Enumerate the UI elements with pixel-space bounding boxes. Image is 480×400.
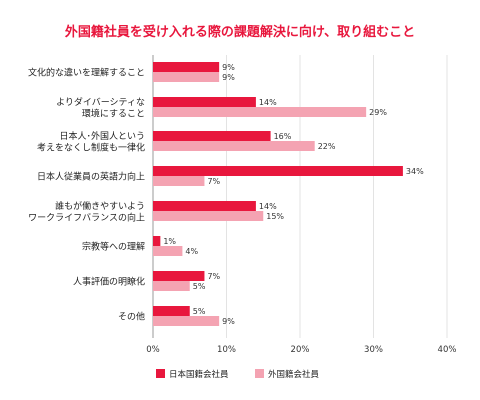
category-label: 文化的な違いを理解すること — [28, 67, 145, 79]
bar-value-label: 5% — [193, 282, 206, 291]
category-label: 環境にすること — [82, 107, 145, 119]
bar-value-label: 7% — [207, 177, 220, 186]
x-tick-label: 0% — [146, 345, 160, 355]
bar — [153, 141, 315, 151]
bar — [153, 166, 403, 176]
x-tick-labels: 0% 10% 20% 30% 40% — [146, 345, 456, 355]
bar-value-label: 7% — [207, 272, 220, 281]
bar — [153, 131, 271, 141]
legend-swatch — [255, 369, 264, 378]
category-label: 日本人･外国人という — [59, 130, 145, 142]
x-tick-label: 20% — [291, 345, 310, 355]
bar-value-label: 9% — [222, 63, 235, 72]
bar-value-label: 4% — [185, 247, 198, 256]
category-label: よりダイバーシティな — [56, 96, 145, 108]
bar — [153, 281, 190, 291]
category-label: 考えをなくし制度も一律化 — [37, 141, 145, 153]
bar — [153, 201, 256, 211]
bar-value-label: 34% — [406, 167, 424, 176]
bar — [153, 236, 161, 246]
bar — [153, 271, 205, 281]
bar — [153, 176, 205, 186]
category-label: その他 — [118, 311, 145, 323]
bar-value-label: 5% — [193, 307, 206, 316]
legend-label: 外国籍会社員 — [268, 369, 320, 380]
bar — [153, 107, 367, 117]
bars: 9%9%14%29%16%22%34%7%14%15%1%4%7%5%5%9% — [153, 62, 424, 326]
category-labels: 文化的な違いを理解することよりダイバーシティな環境にすること日本人･外国人という… — [28, 67, 145, 323]
x-tick-label: 40% — [438, 345, 457, 355]
category-label: 日本人従業員の英語力向上 — [37, 171, 145, 183]
bar — [153, 62, 220, 72]
bar-value-label: 9% — [222, 317, 235, 326]
bar-value-label: 1% — [163, 237, 176, 246]
bar-value-label: 14% — [259, 98, 277, 107]
category-label: 誰もが働きやすいよう — [55, 200, 145, 212]
bar-value-label: 14% — [259, 202, 277, 211]
bar-value-label: 29% — [369, 108, 387, 117]
bar — [153, 246, 183, 256]
legend: 日本国籍会社員 外国籍会社員 — [156, 369, 320, 380]
bar — [153, 211, 264, 221]
legend-label: 日本国籍会社員 — [169, 369, 229, 380]
x-tick-label: 30% — [364, 345, 383, 355]
category-label: 人事評価の明瞭化 — [73, 276, 145, 288]
legend-swatch — [156, 369, 165, 378]
bar-value-label: 9% — [222, 73, 235, 82]
category-label: 宗教等への理解 — [82, 241, 145, 253]
bar-value-label: 16% — [274, 132, 292, 141]
bar — [153, 97, 256, 107]
category-label: ワークライフバランスの向上 — [28, 211, 145, 223]
bar — [153, 306, 190, 316]
x-tick-label: 10% — [217, 345, 236, 355]
bar — [153, 316, 220, 326]
bar-value-label: 22% — [318, 142, 336, 151]
bar-value-label: 15% — [266, 212, 284, 221]
chart-title: 外国籍社員を受け入れる際の課題解決に向け、取り組むこと — [64, 24, 415, 40]
bar — [153, 72, 220, 82]
